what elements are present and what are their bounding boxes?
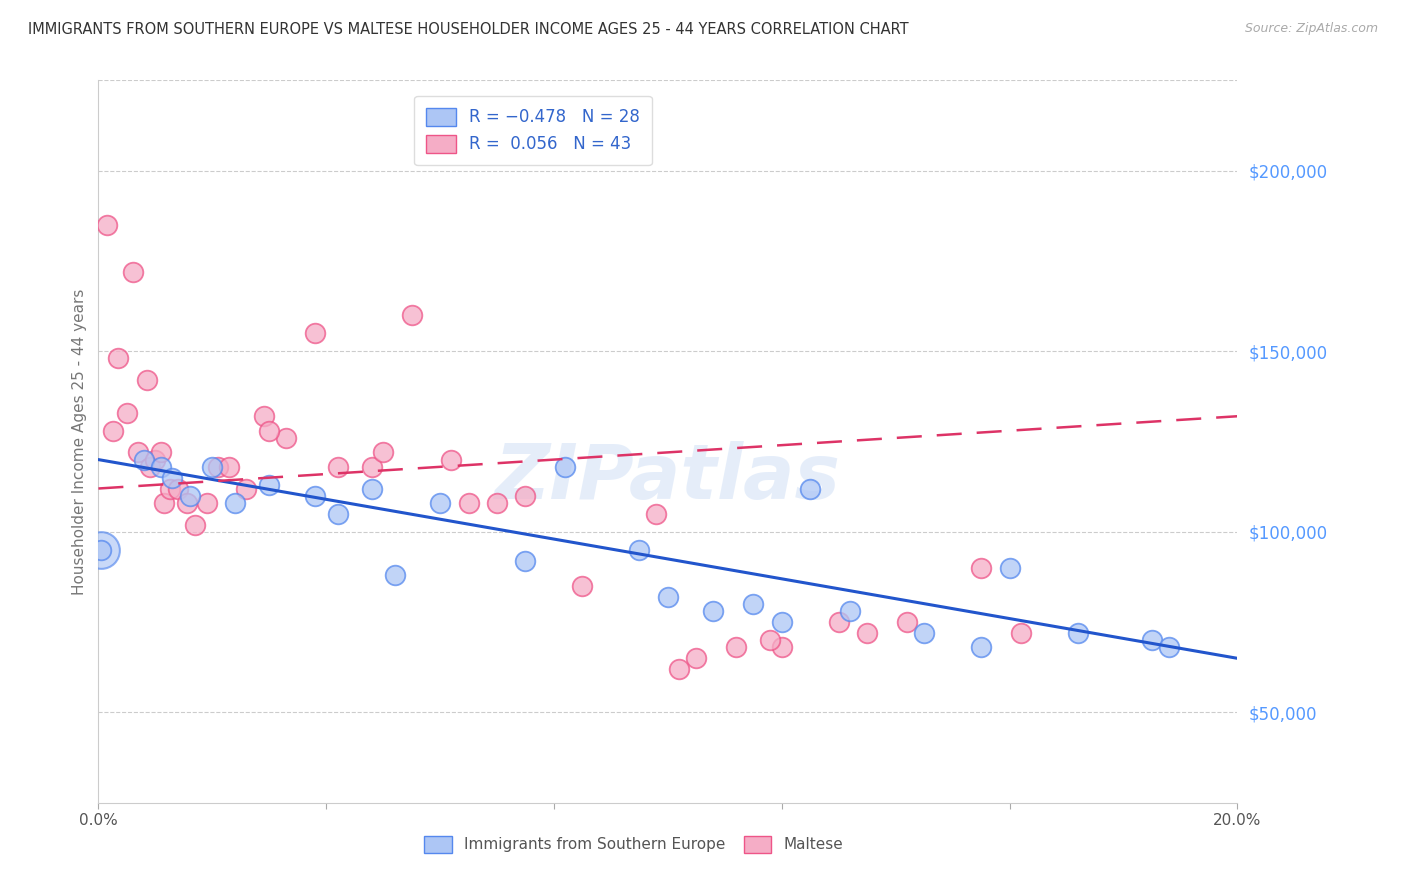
Point bbox=[828, 615, 851, 630]
Point bbox=[628, 542, 651, 557]
Point bbox=[856, 626, 879, 640]
Point bbox=[657, 590, 679, 604]
Point bbox=[127, 445, 149, 459]
Point bbox=[360, 459, 382, 474]
Point bbox=[162, 470, 184, 484]
Point bbox=[224, 496, 246, 510]
Point bbox=[304, 489, 326, 503]
Point bbox=[276, 431, 298, 445]
Point bbox=[401, 308, 423, 322]
Point bbox=[770, 615, 793, 630]
Point bbox=[326, 459, 349, 474]
Point bbox=[135, 373, 157, 387]
Text: ZIPatlas: ZIPatlas bbox=[495, 441, 841, 515]
Point bbox=[150, 445, 173, 459]
Point bbox=[138, 459, 160, 474]
Point bbox=[912, 626, 935, 640]
Point bbox=[1157, 640, 1180, 655]
Point bbox=[384, 568, 406, 582]
Point bbox=[176, 496, 198, 510]
Point bbox=[252, 409, 274, 424]
Point bbox=[759, 633, 782, 648]
Point bbox=[96, 218, 118, 232]
Point bbox=[486, 496, 509, 510]
Point bbox=[179, 489, 201, 503]
Point bbox=[839, 604, 862, 618]
Y-axis label: Householder Income Ages 25 - 44 years: Householder Income Ages 25 - 44 years bbox=[72, 288, 87, 595]
Point bbox=[159, 482, 181, 496]
Point bbox=[115, 406, 138, 420]
Point bbox=[457, 496, 479, 510]
Point bbox=[153, 496, 176, 510]
Point bbox=[440, 452, 463, 467]
Point bbox=[167, 482, 190, 496]
Point bbox=[235, 482, 257, 496]
Point bbox=[645, 507, 668, 521]
Point bbox=[121, 265, 143, 279]
Legend: Immigrants from Southern Europe, Maltese: Immigrants from Southern Europe, Maltese bbox=[416, 829, 851, 860]
Point bbox=[1140, 633, 1163, 648]
Point bbox=[326, 507, 349, 521]
Point bbox=[145, 452, 167, 467]
Point bbox=[799, 482, 821, 496]
Point bbox=[218, 459, 240, 474]
Point bbox=[515, 554, 537, 568]
Point bbox=[970, 561, 993, 575]
Point bbox=[150, 459, 173, 474]
Point bbox=[195, 496, 218, 510]
Point bbox=[554, 459, 576, 474]
Point bbox=[970, 640, 993, 655]
Point bbox=[896, 615, 918, 630]
Point bbox=[259, 424, 281, 438]
Point bbox=[742, 597, 765, 611]
Point bbox=[90, 542, 112, 557]
Text: Source: ZipAtlas.com: Source: ZipAtlas.com bbox=[1244, 22, 1378, 36]
Point bbox=[107, 351, 129, 366]
Point bbox=[668, 662, 690, 676]
Point bbox=[207, 459, 229, 474]
Point bbox=[515, 489, 537, 503]
Point bbox=[1067, 626, 1090, 640]
Point bbox=[259, 478, 281, 492]
Point bbox=[1010, 626, 1032, 640]
Point bbox=[132, 452, 155, 467]
Point bbox=[360, 482, 382, 496]
Point bbox=[304, 326, 326, 340]
Point bbox=[371, 445, 394, 459]
Point bbox=[998, 561, 1021, 575]
Point bbox=[685, 651, 707, 665]
Text: IMMIGRANTS FROM SOUTHERN EUROPE VS MALTESE HOUSEHOLDER INCOME AGES 25 - 44 YEARS: IMMIGRANTS FROM SOUTHERN EUROPE VS MALTE… bbox=[28, 22, 908, 37]
Point bbox=[702, 604, 724, 618]
Point bbox=[184, 517, 207, 532]
Point bbox=[725, 640, 748, 655]
Point bbox=[101, 424, 124, 438]
Point bbox=[429, 496, 451, 510]
Point bbox=[90, 542, 112, 557]
Point bbox=[571, 579, 593, 593]
Point bbox=[201, 459, 224, 474]
Point bbox=[770, 640, 793, 655]
